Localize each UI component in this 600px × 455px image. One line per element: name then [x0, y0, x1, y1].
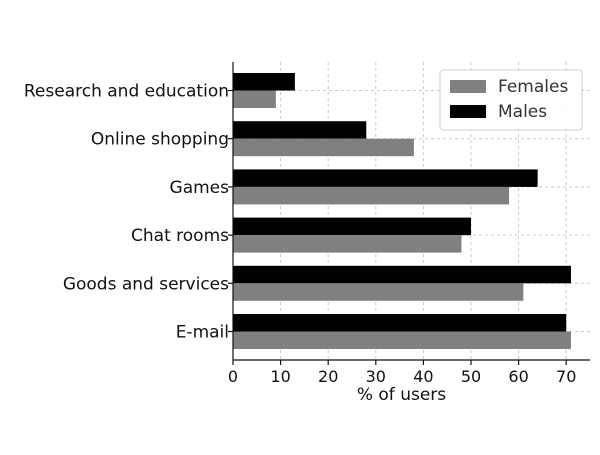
bar-females-chat-rooms — [233, 235, 462, 253]
bar-males-online-shopping — [233, 121, 367, 139]
x-tick-label: 70 — [556, 367, 576, 386]
x-axis-title: % of users — [357, 385, 446, 405]
x-tick-label: 20 — [318, 367, 338, 386]
x-tick-label: 0 — [228, 367, 238, 386]
bar-males-research-and-education — [233, 73, 295, 91]
bar-females-research-and-education — [233, 90, 276, 108]
x-tick-label: 30 — [366, 367, 386, 386]
legend-label-males: Males — [498, 102, 547, 122]
x-tick-label: 50 — [461, 367, 481, 386]
bars-group — [233, 73, 571, 349]
bar-females-online-shopping — [233, 138, 414, 157]
category-label: Online shopping — [91, 130, 229, 150]
legend-swatch-males — [450, 105, 486, 118]
legend-label-females: Females — [498, 77, 568, 97]
bar-males-e-mail — [233, 314, 567, 332]
x-tick-label: 10 — [270, 367, 290, 386]
category-label: E-mail — [176, 323, 229, 343]
legend-swatch-females — [450, 80, 486, 93]
category-label: Chat rooms — [131, 226, 229, 246]
axes-group — [228, 62, 590, 365]
category-label: Games — [170, 178, 230, 198]
category-label: Research and education — [24, 82, 229, 102]
bar-males-games — [233, 169, 538, 187]
bar-males-chat-rooms — [233, 217, 471, 236]
bar-females-games — [233, 186, 510, 205]
x-tick-label: 40 — [413, 367, 433, 386]
category-label: Goods and services — [63, 274, 229, 294]
legend: Females Males — [439, 69, 583, 131]
bar-males-goods-and-services — [233, 265, 571, 284]
bar-females-goods-and-services — [233, 283, 524, 301]
tick-labels: 0 10 20 30 40 50 60 70 — [228, 367, 576, 386]
category-labels: Research and education Online shopping Gam… — [24, 82, 229, 343]
bar-females-e-mail — [233, 331, 571, 349]
x-tick-label: 60 — [508, 367, 528, 386]
